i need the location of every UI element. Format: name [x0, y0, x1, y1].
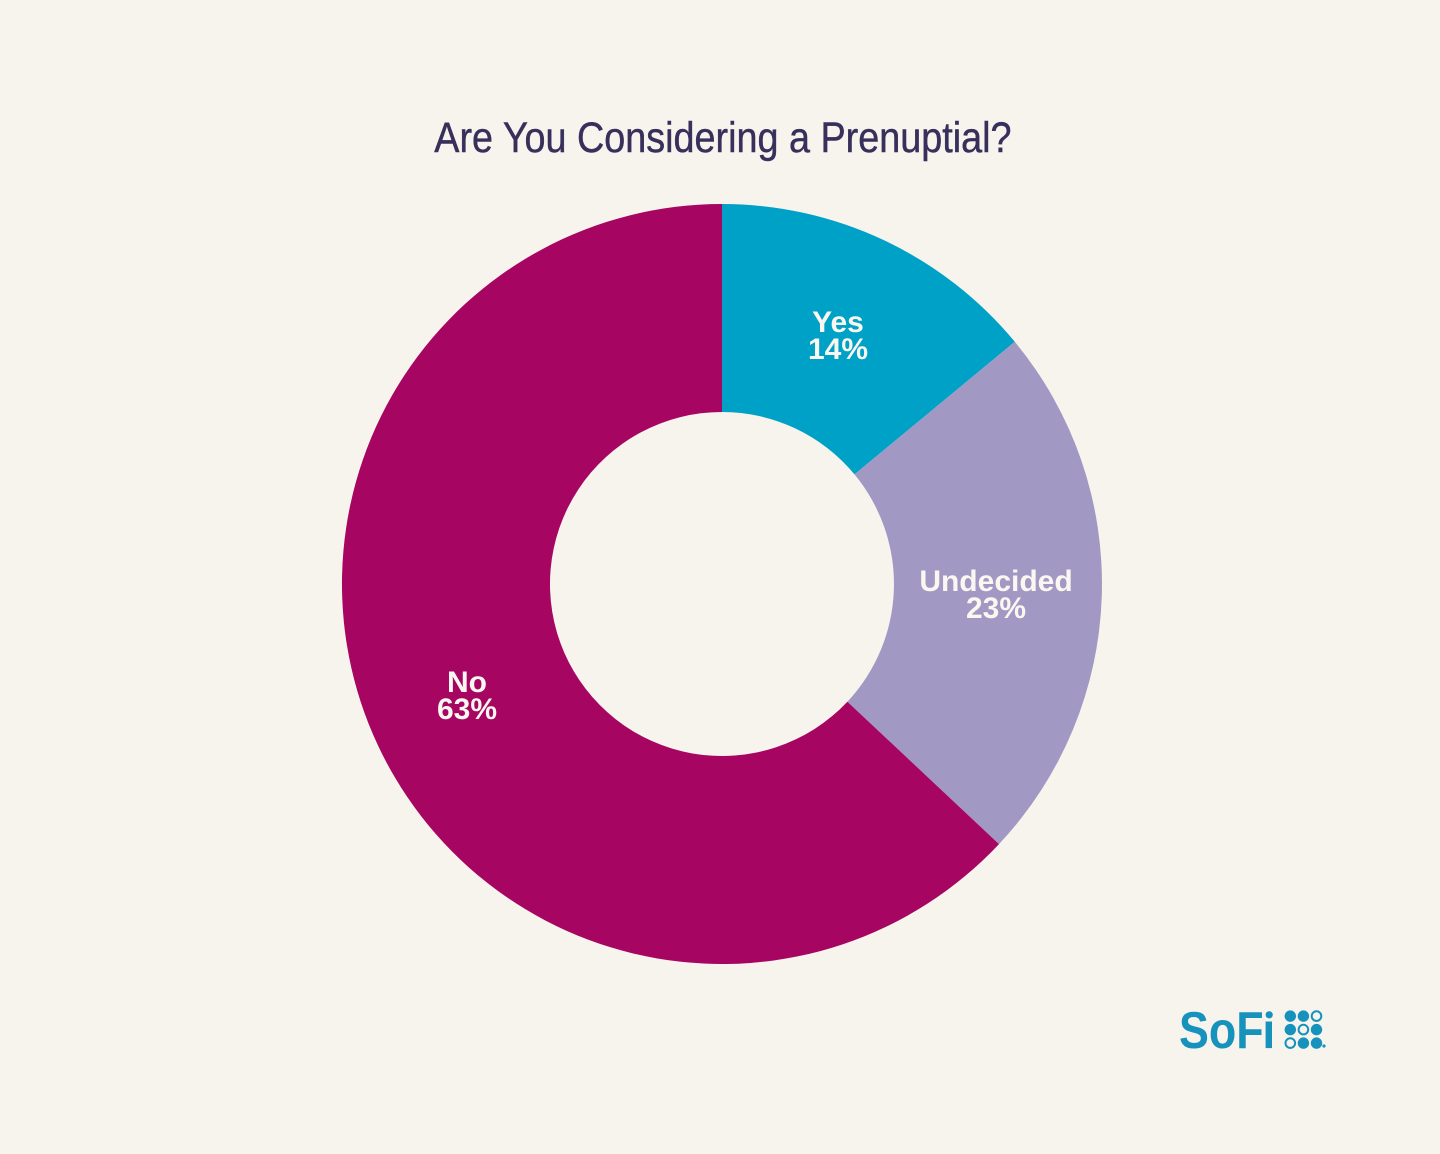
- svg-text:SoF: SoF: [1179, 1002, 1264, 1060]
